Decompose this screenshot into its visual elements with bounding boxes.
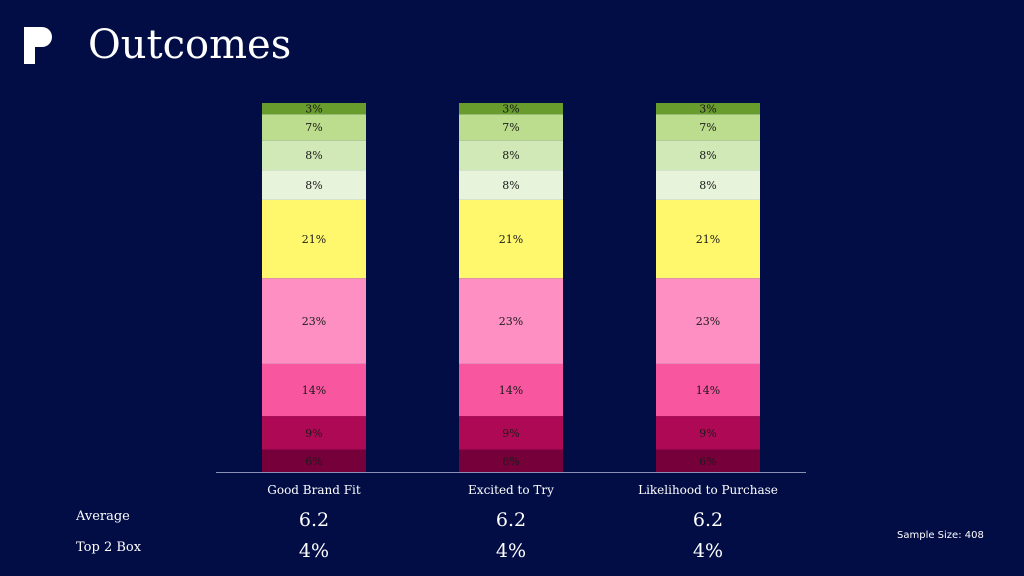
data-label: 14% [696, 384, 720, 397]
data-label: 7% [305, 121, 322, 134]
average-value-1: 6.2 [298, 509, 330, 531]
data-label: 3% [502, 103, 519, 116]
bar-segment [656, 416, 760, 450]
bar-segment [262, 103, 366, 115]
data-label: 8% [699, 179, 716, 192]
bar-segment [262, 170, 366, 200]
category-label: Good Brand Fit [267, 483, 361, 497]
bar-segment [459, 278, 563, 364]
bar-segment [459, 363, 563, 417]
data-label: 21% [696, 233, 720, 246]
data-label: 23% [696, 315, 720, 328]
data-label: 7% [502, 121, 519, 134]
bar-segment [262, 114, 366, 141]
bar-segment [656, 114, 760, 141]
category-label: Excited to Try [468, 483, 554, 497]
data-label: 9% [502, 427, 519, 440]
data-label: 8% [699, 149, 716, 162]
top2box-value-3: 4% [692, 540, 724, 562]
data-label: 8% [502, 149, 519, 162]
data-label: 8% [305, 149, 322, 162]
bar-segment [459, 199, 563, 279]
top2box-value-1: 4% [298, 540, 330, 562]
page-title: Outcomes [88, 22, 292, 68]
bar-segment [262, 363, 366, 417]
bar-segment [459, 114, 563, 141]
category-label: Likelihood to Purchase [638, 483, 778, 497]
bar-segment [459, 103, 563, 115]
bar-segment [656, 103, 760, 115]
bar-segment [656, 278, 760, 364]
data-label: 14% [302, 384, 326, 397]
bar-segment [656, 140, 760, 171]
data-label: 6% [305, 455, 322, 468]
data-label: 8% [305, 179, 322, 192]
data-label: 3% [305, 103, 322, 116]
bar-segment [459, 449, 563, 472]
bar-segment [459, 170, 563, 200]
bar-segment [656, 449, 760, 472]
data-label: 21% [302, 233, 326, 246]
data-label: 14% [499, 384, 523, 397]
data-label: 23% [302, 315, 326, 328]
bar-segment [262, 140, 366, 171]
data-label: 9% [305, 427, 322, 440]
data-label: 6% [699, 455, 716, 468]
average-row-label: Average [76, 509, 130, 524]
sample-size-note: Sample Size: 408 [897, 530, 984, 541]
average-value-3: 6.2 [692, 509, 724, 531]
bar-segment [656, 199, 760, 279]
bar-segment [262, 416, 366, 450]
average-value-2: 6.2 [495, 509, 527, 531]
bar-segment [262, 199, 366, 279]
data-label: 23% [499, 315, 523, 328]
top2box-row-label: Top 2 Box [76, 540, 142, 555]
bar-segment [459, 140, 563, 171]
bar-segment [656, 363, 760, 417]
top2box-value-2: 4% [495, 540, 527, 562]
data-label: 21% [499, 233, 523, 246]
bar-segment [656, 170, 760, 200]
data-label: 8% [502, 179, 519, 192]
bar-segment [459, 416, 563, 450]
data-label: 6% [502, 455, 519, 468]
data-label: 9% [699, 427, 716, 440]
bar-segment [262, 278, 366, 364]
data-label: 7% [699, 121, 716, 134]
data-label: 3% [699, 103, 716, 116]
brand-logo-icon [24, 27, 52, 64]
bar-segment [262, 449, 366, 472]
